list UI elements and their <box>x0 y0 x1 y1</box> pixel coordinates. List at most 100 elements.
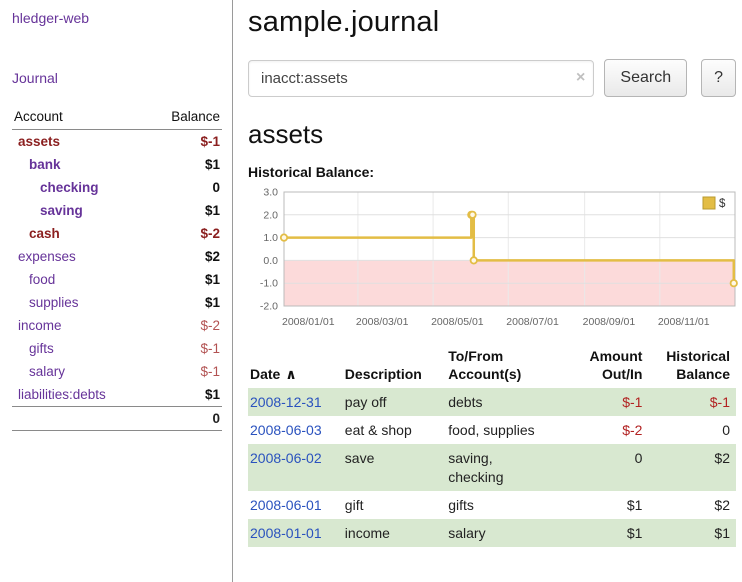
sidebar: hledger-web Journal Account Balance asse… <box>0 0 233 582</box>
transaction-date-link[interactable]: 2008-01-01 <box>250 524 322 541</box>
account-link[interactable]: income <box>18 318 62 333</box>
svg-text:-1.0: -1.0 <box>260 278 278 290</box>
account-row: liabilities:debts $1 <box>12 383 222 407</box>
transaction-balance: $2 <box>714 496 730 513</box>
svg-text:-2.0: -2.0 <box>260 301 278 313</box>
svg-text:2008/01/01: 2008/01/01 <box>282 316 335 328</box>
accounts-table: Account Balance assets $-1 bank $1 checking 0… <box>12 106 222 431</box>
account-name-cell: salary <box>12 360 147 383</box>
account-name-cell: cash <box>12 222 147 245</box>
transaction-balance: $1 <box>714 524 730 541</box>
app-title-link[interactable]: hledger-web <box>12 10 90 26</box>
account-balance: $-1 <box>200 134 220 149</box>
search-input[interactable] <box>248 59 595 97</box>
account-link[interactable]: saving <box>40 203 83 218</box>
svg-text:2008/09/01: 2008/09/01 <box>583 316 636 328</box>
account-name-cell: food <box>12 268 147 291</box>
transaction-accounts: saving, checking <box>448 450 504 485</box>
account-balance: $1 <box>204 157 220 172</box>
register-row: 2008-06-03 eat & shop food, supplies $-2 0 <box>248 416 736 444</box>
svg-text:1.0: 1.0 <box>263 232 278 244</box>
chart-title: Historical Balance: <box>248 164 375 180</box>
transaction-date-cell: 2008-12-31 <box>248 388 343 416</box>
accounts-header-account: Account <box>12 106 148 130</box>
account-name-cell: income <box>12 314 147 337</box>
account-row: checking 0 <box>12 176 222 199</box>
account-name-cell: checking <box>12 176 147 199</box>
account-row: saving $1 <box>12 199 222 222</box>
accounts-total-spacer <box>12 406 148 431</box>
search-button[interactable]: Search <box>604 59 688 97</box>
account-balance: $-2 <box>200 318 220 333</box>
account-link[interactable]: checking <box>40 180 99 195</box>
account-row: assets $-1 <box>12 130 222 154</box>
main-content: sample.journal × Search ? assets Histori… <box>233 0 742 582</box>
register-header-amount: Amount Out/In <box>557 346 648 388</box>
svg-text:2008/03/01: 2008/03/01 <box>356 316 409 328</box>
register-row: 2008-01-01 income salary $1 $1 <box>248 518 736 548</box>
transaction-balance: 0 <box>722 422 730 439</box>
register-header-description: Description <box>343 346 446 388</box>
register-header-accounts: To/From Account(s) <box>446 346 557 388</box>
account-name-cell: expenses <box>12 245 147 268</box>
transaction-description: save <box>344 450 375 467</box>
transaction-accounts: debts <box>448 394 483 410</box>
account-name-cell: assets <box>12 130 147 154</box>
account-link[interactable]: expenses <box>18 249 76 264</box>
help-button[interactable]: ? <box>701 59 736 97</box>
clear-search-icon[interactable]: × <box>576 68 586 86</box>
register-row: 2008-06-02 save saving, checking 0 $2 <box>248 444 736 491</box>
transaction-amount: $1 <box>626 496 643 513</box>
transaction-date-link[interactable]: 2008-06-03 <box>250 422 322 439</box>
account-row: expenses $2 <box>12 245 222 268</box>
account-row: bank $1 <box>12 153 222 176</box>
account-title: assets <box>248 119 324 149</box>
transaction-date-cell: 2008-01-01 <box>248 519 343 547</box>
account-balance: $1 <box>204 272 220 287</box>
account-link[interactable]: assets <box>18 134 61 149</box>
account-link[interactable]: food <box>29 272 56 287</box>
historical-balance-chart: 2008/01/01 2008/03/01 2008/05/01 2008/07/01… <box>248 184 738 334</box>
transaction-amount: $1 <box>626 524 643 541</box>
transaction-date-link[interactable]: 2008-06-01 <box>250 496 322 513</box>
search-box: × <box>248 59 595 97</box>
register-header-date[interactable]: Date ∧ <box>248 346 343 388</box>
svg-text:2.0: 2.0 <box>263 209 278 221</box>
account-balance: $-1 <box>200 364 220 379</box>
account-balance: $1 <box>204 387 220 402</box>
account-link[interactable]: supplies <box>29 295 79 310</box>
transaction-date-link[interactable]: 2008-06-02 <box>250 450 322 467</box>
sidebar-item-journal[interactable]: Journal <box>12 70 58 86</box>
account-link[interactable]: salary <box>29 364 66 379</box>
accounts-header-line1: To/From <box>448 348 504 364</box>
register-header-balance: Historical Balance <box>648 346 736 388</box>
search-form: × Search ? <box>248 59 736 97</box>
account-name-cell: supplies <box>12 291 147 314</box>
transaction-date-cell: 2008-06-01 <box>248 491 343 519</box>
svg-text:2008/07/01: 2008/07/01 <box>506 316 559 328</box>
transaction-date-cell: 2008-06-03 <box>248 416 343 444</box>
account-row: cash $-2 <box>12 222 222 245</box>
account-link[interactable]: cash <box>29 226 60 241</box>
account-link[interactable]: gifts <box>29 341 54 356</box>
account-row: income $-2 <box>12 314 222 337</box>
account-name-cell: saving <box>12 199 147 222</box>
svg-text:$: $ <box>719 198 726 210</box>
transaction-description: gift <box>344 496 364 513</box>
transaction-description: eat & shop <box>344 422 412 439</box>
description-header-label: Description <box>344 365 422 382</box>
account-balance: $2 <box>204 249 220 264</box>
account-balance: $1 <box>204 295 220 310</box>
transaction-balance: $-1 <box>709 394 730 410</box>
transaction-amount: 0 <box>634 450 643 467</box>
sort-ascending-icon[interactable]: ∧ <box>285 365 297 382</box>
balance-header-line2: Balance <box>676 365 730 382</box>
transaction-date-cell: 2008-06-02 <box>248 444 343 490</box>
balance-header-line1: Historical <box>666 348 730 364</box>
account-row: supplies $1 <box>12 291 222 314</box>
account-row: salary $-1 <box>12 360 222 383</box>
transaction-date-link[interactable]: 2008-12-31 <box>250 394 322 410</box>
account-link[interactable]: bank <box>29 157 61 172</box>
account-link[interactable]: liabilities:debts <box>18 387 106 402</box>
